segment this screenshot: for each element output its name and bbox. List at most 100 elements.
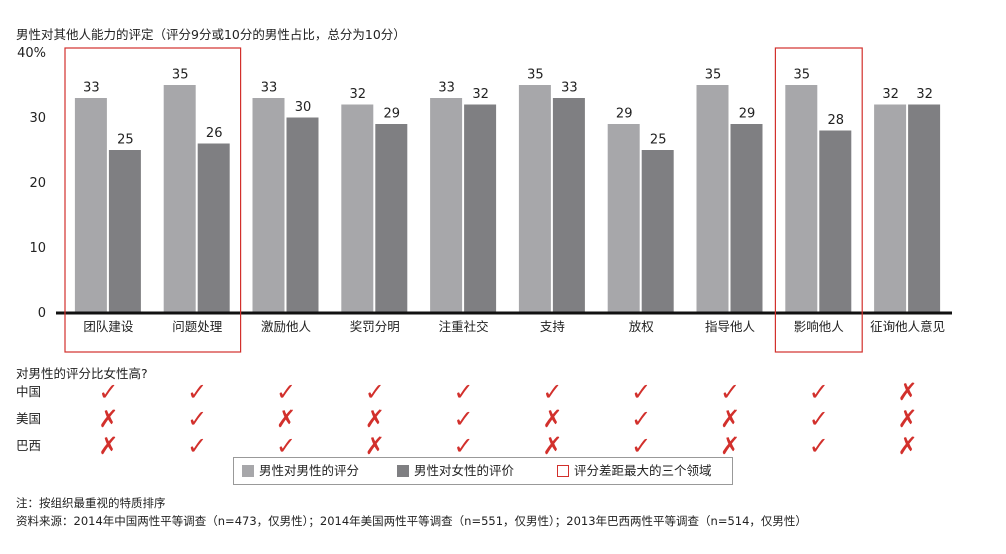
cross-icon: ✗ (898, 378, 918, 406)
bar (606, 123, 641, 313)
bar (818, 129, 853, 313)
legend-label-gap: 评分差距最大的三个领域 (574, 463, 712, 478)
cross-icon: ✗ (720, 432, 740, 460)
legend-swatch-gap (557, 465, 569, 477)
bar (640, 149, 675, 313)
check-icon: ✓ (276, 378, 296, 406)
bar (463, 103, 498, 313)
category-label: 问题处理 (172, 319, 223, 334)
check-icon: ✓ (187, 432, 207, 460)
data-label: 26 (206, 126, 223, 141)
check-icon: ✓ (809, 432, 829, 460)
data-label: 32 (916, 87, 933, 102)
cross-icon: ✗ (98, 405, 118, 433)
data-label: 28 (828, 113, 845, 128)
check-icon: ✓ (187, 378, 207, 406)
legend: 男性对男性的评分 男性对女性的评价 评分差距最大的三个领域 (233, 457, 733, 485)
category-label: 奖罚分明 (350, 319, 400, 334)
check-icon: ✓ (98, 378, 118, 406)
y-tick-label: 20 (29, 176, 46, 191)
data-label: 33 (83, 81, 100, 96)
source-note: 资料来源：2014年中国两性平等调查（n=473，仅男性）；2014年美国两性平… (16, 514, 807, 528)
cross-icon: ✗ (898, 405, 918, 433)
data-label: 25 (650, 133, 667, 148)
cross-icon: ✗ (365, 432, 385, 460)
bar (107, 149, 142, 313)
check-icon: ✓ (720, 378, 740, 406)
bar (429, 97, 464, 313)
bar (784, 84, 819, 313)
y-tick-label: 30 (29, 111, 46, 126)
data-label: 33 (561, 81, 578, 96)
category-label: 注重社交 (439, 319, 489, 334)
bar (695, 84, 730, 313)
check-icon: ✓ (809, 405, 829, 433)
bar (729, 123, 764, 313)
category-label: 激励他人 (261, 319, 312, 334)
data-label: 29 (739, 107, 756, 122)
country-label: 美国 (16, 411, 41, 426)
data-label: 33 (261, 81, 278, 96)
check-icon: ✓ (365, 378, 385, 406)
cross-icon: ✗ (276, 405, 296, 433)
cross-icon: ✗ (98, 432, 118, 460)
footnote: 注：按组织最重视的特质排序 (16, 496, 166, 510)
bar (873, 103, 908, 313)
data-label: 25 (117, 133, 134, 148)
bar (162, 84, 197, 313)
chart-title: 男性对其他人能力的评定（评分9分或10分的男性占比，总分为10分） (16, 27, 406, 42)
check-icon: ✓ (631, 378, 651, 406)
cross-icon: ✗ (542, 432, 562, 460)
y-tick-label: 40% (17, 46, 46, 61)
bar (285, 116, 320, 313)
category-label: 放权 (629, 319, 655, 334)
category-label: 指导他人 (705, 319, 756, 334)
data-label: 32 (472, 87, 489, 102)
category-label: 影响他人 (794, 319, 845, 334)
bar (196, 142, 231, 313)
check-icon: ✓ (631, 432, 651, 460)
cross-icon: ✗ (720, 405, 740, 433)
country-label: 巴西 (16, 438, 41, 453)
check-icon: ✓ (454, 432, 474, 460)
data-label: 35 (705, 68, 722, 83)
legend-label-male-female: 男性对女性的评价 (414, 463, 515, 478)
check-icon: ✓ (454, 378, 474, 406)
bar (73, 97, 108, 313)
data-label: 29 (616, 107, 633, 122)
data-label: 35 (172, 68, 189, 83)
data-label: 33 (438, 81, 455, 96)
bar (340, 103, 375, 313)
cross-icon: ✗ (542, 405, 562, 433)
bar (374, 123, 409, 313)
check-icon: ✓ (187, 405, 207, 433)
data-label: 32 (882, 87, 899, 102)
category-label: 团队建设 (83, 319, 134, 334)
comparison-question: 对男性的评分比女性高? (16, 366, 148, 381)
y-tick-label: 10 (29, 241, 46, 256)
check-icon: ✓ (809, 378, 829, 406)
category-label: 支持 (540, 319, 565, 334)
data-label: 32 (350, 87, 367, 102)
data-label: 29 (384, 107, 401, 122)
bar (251, 97, 286, 313)
bar (551, 97, 586, 313)
cross-icon: ✗ (365, 405, 385, 433)
check-icon: ✓ (454, 405, 474, 433)
data-label: 30 (295, 100, 312, 115)
data-label: 35 (794, 68, 811, 83)
bar (517, 84, 552, 313)
check-icon: ✓ (631, 405, 651, 433)
legend-swatch-male-male (242, 465, 254, 477)
check-icon: ✓ (276, 432, 296, 460)
cross-icon: ✗ (898, 432, 918, 460)
country-label: 中国 (16, 384, 41, 399)
highlight-box (64, 47, 242, 353)
category-label: 征询他人意见 (870, 319, 945, 334)
y-tick-label: 0 (38, 306, 46, 321)
data-label: 35 (527, 68, 544, 83)
legend-label-male-male: 男性对男性的评分 (259, 463, 360, 478)
highlight-box (774, 47, 863, 353)
check-icon: ✓ (542, 378, 562, 406)
